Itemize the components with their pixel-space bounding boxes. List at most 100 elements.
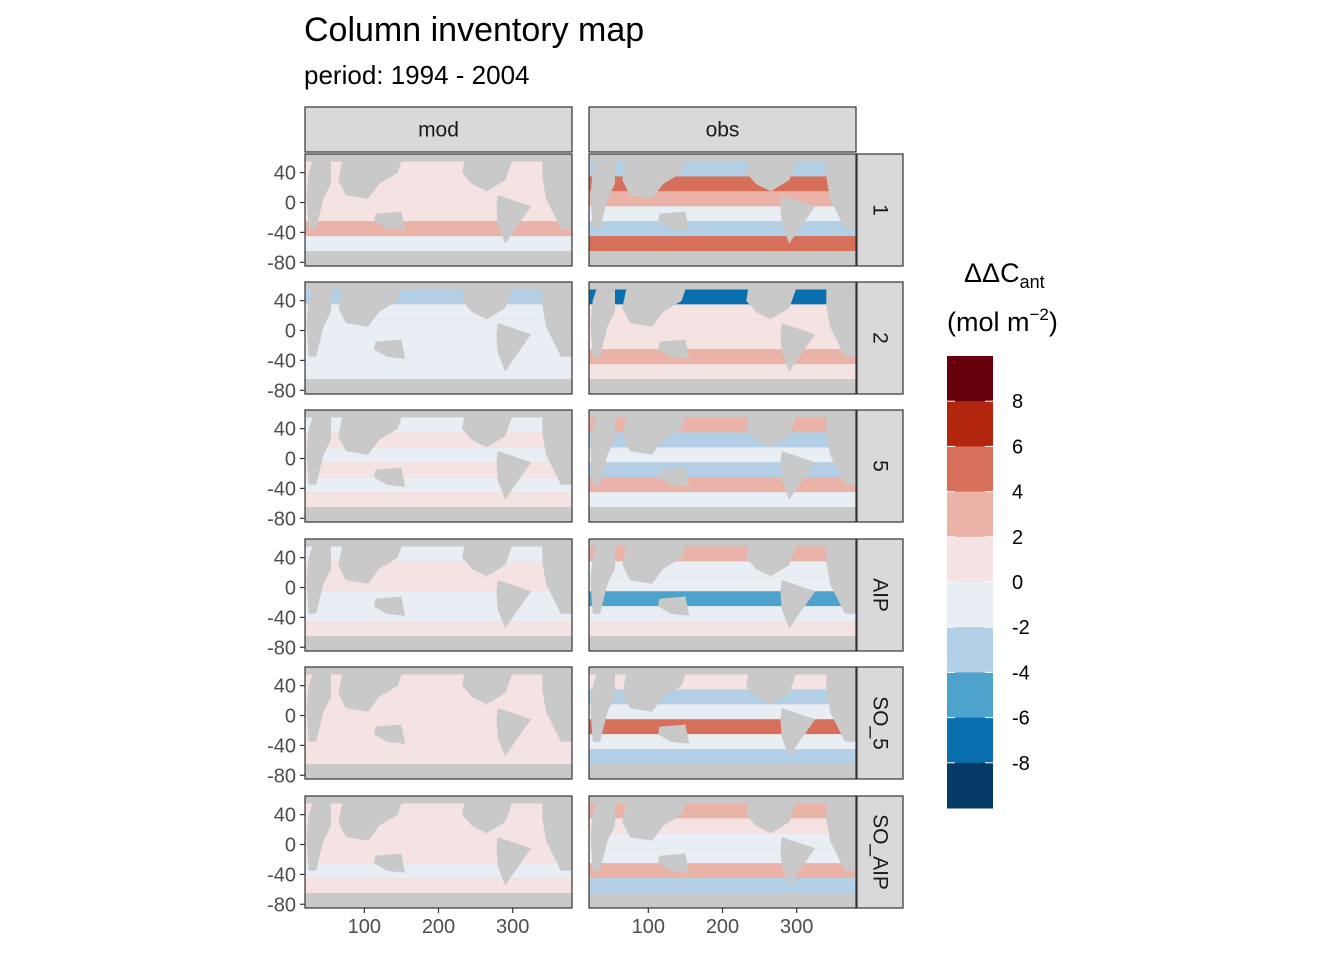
continent — [306, 674, 331, 742]
antarctica — [305, 509, 572, 522]
strip-row-AIP — [856, 538, 904, 652]
continent — [338, 674, 402, 712]
legend-unit-text: (mol m — [947, 307, 1030, 337]
continent — [658, 339, 690, 359]
continent — [590, 161, 615, 229]
arctic — [305, 154, 572, 160]
legend-bin — [947, 627, 993, 673]
continent — [496, 837, 532, 886]
ocean-band — [305, 719, 572, 735]
y-tick-label: -80 — [267, 637, 296, 659]
ocean-band — [589, 878, 856, 894]
continent — [374, 724, 406, 744]
strip-row-2 — [856, 281, 904, 395]
legend-unit-sup: −2 — [1030, 305, 1049, 324]
facet-strips: mod obs 1 2 5 AIP SO_5 SO_AIP — [304, 106, 904, 909]
arctic — [305, 410, 572, 416]
panel-border — [588, 666, 857, 780]
chart-subtitle: period: 1994 - 2004 — [304, 60, 530, 90]
antarctica — [589, 895, 856, 908]
continent — [374, 853, 406, 873]
ocean-band — [305, 492, 572, 508]
ocean-band — [305, 462, 572, 478]
continent — [622, 161, 686, 199]
ocean-band — [305, 349, 572, 365]
continent — [374, 467, 406, 487]
continent — [780, 708, 816, 757]
ocean-band — [589, 749, 856, 765]
facet-panels — [304, 153, 857, 909]
arctic — [589, 539, 856, 545]
legend-break-label: 4 — [1012, 482, 1023, 504]
ocean-band — [305, 334, 572, 350]
antarctica — [589, 766, 856, 779]
antarctica — [305, 253, 572, 266]
ocean-band — [305, 221, 572, 237]
ocean-band — [305, 749, 572, 765]
continent — [542, 289, 572, 357]
continent — [496, 323, 532, 372]
y-tick-label: -40 — [267, 222, 296, 244]
ocean-band — [589, 719, 856, 735]
antarctica — [305, 895, 572, 908]
legend-bin — [947, 401, 993, 447]
ocean-band — [305, 734, 572, 750]
y-tick-label: 0 — [285, 449, 296, 471]
continent — [338, 289, 402, 327]
continent — [826, 674, 856, 742]
continent — [622, 803, 686, 841]
y-tick-label: -80 — [267, 380, 296, 402]
arctic — [589, 154, 856, 160]
strip-mod — [304, 106, 573, 153]
continent — [622, 417, 686, 455]
y-tick-label: 0 — [285, 706, 296, 728]
continent — [462, 544, 513, 577]
strip-label-mod: mod — [418, 119, 459, 142]
continent — [462, 287, 513, 320]
y-tick-label: 0 — [285, 193, 296, 215]
arctic — [589, 282, 856, 288]
y-tick-label: 40 — [274, 548, 296, 570]
legend-unit: (mol m−2) — [947, 305, 1058, 337]
legend-bin — [947, 536, 993, 583]
continent — [542, 161, 572, 229]
continent — [746, 672, 797, 705]
continent — [338, 161, 402, 199]
continent — [746, 415, 797, 448]
strip-label-row-SO_5: SO_5 — [869, 696, 892, 750]
strip-label-row-2: 2 — [869, 332, 892, 344]
y-tick-label: -40 — [267, 478, 296, 500]
antarctica — [305, 381, 572, 394]
ocean-band — [589, 477, 856, 493]
y-tick-label: 40 — [274, 805, 296, 827]
continent — [658, 724, 690, 744]
strip-label-obs: obs — [706, 119, 740, 142]
ocean-band — [305, 606, 572, 622]
panel-mod-2 — [304, 281, 573, 395]
continent — [462, 801, 513, 834]
x-tick-label: 200 — [706, 916, 739, 938]
x-tick-label: 100 — [348, 916, 381, 938]
continent — [826, 289, 856, 357]
continent — [542, 803, 572, 871]
panel-mod-5 — [304, 409, 573, 523]
y-tick-label: -80 — [267, 508, 296, 530]
panel-mod-AIP — [304, 538, 573, 652]
x-tick-label: 300 — [496, 916, 529, 938]
continent — [658, 211, 690, 231]
legend-break-label: -8 — [1012, 753, 1030, 775]
continent — [338, 417, 402, 455]
ocean-band — [589, 206, 856, 222]
ocean-band — [589, 621, 856, 637]
ocean-band — [589, 221, 856, 237]
continent — [780, 837, 816, 886]
continent — [826, 417, 856, 485]
panel-obs-AIP — [588, 538, 857, 652]
continent — [622, 289, 686, 327]
legend-bin — [947, 356, 993, 402]
x-tick-label: 200 — [422, 916, 455, 938]
arctic — [305, 796, 572, 802]
strip-obs — [588, 106, 857, 153]
panel-obs-SO_5 — [588, 666, 857, 780]
arctic — [589, 796, 856, 802]
